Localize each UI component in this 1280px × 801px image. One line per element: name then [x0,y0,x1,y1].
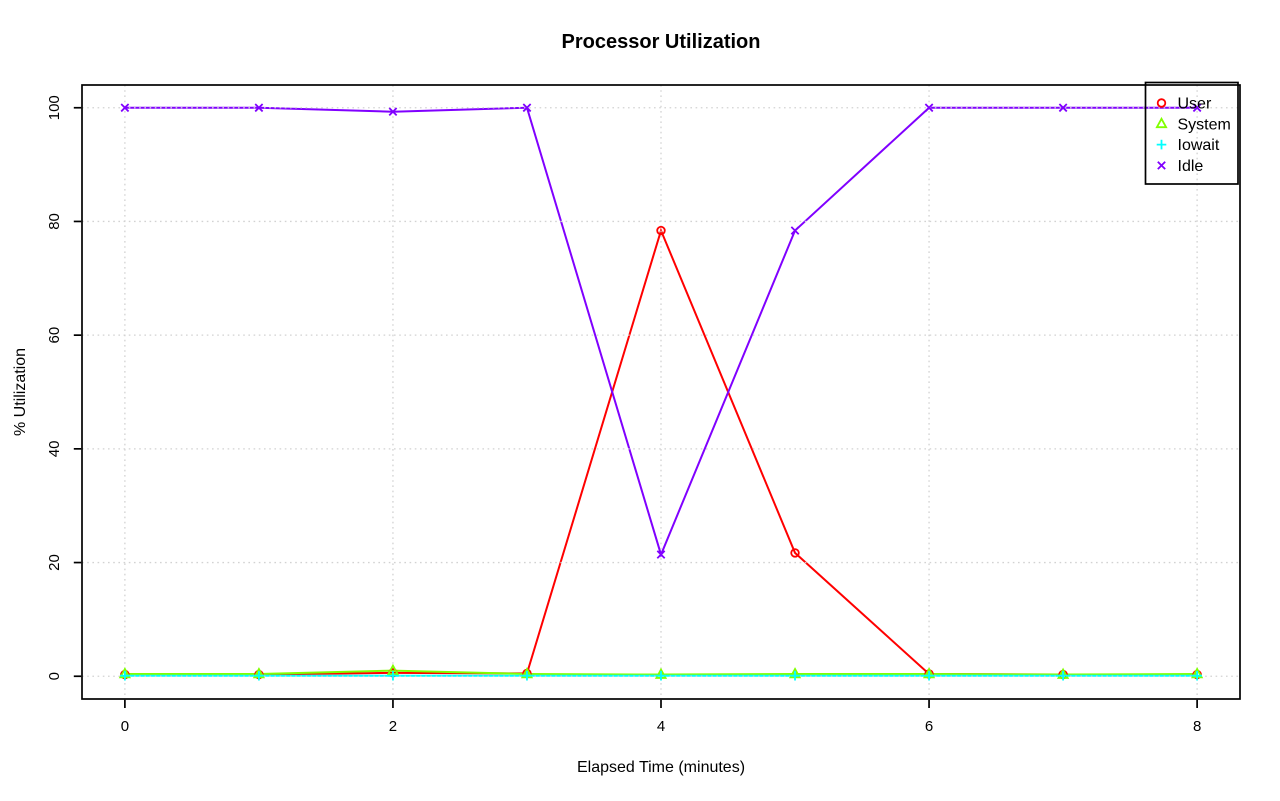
x-tick-label: 2 [389,718,397,735]
y-axis-label: % Utilization [12,348,29,436]
legend-marker-system [1155,116,1168,129]
x-tick-label: 4 [657,718,665,735]
marker-iowait [388,670,398,681]
y-tick-label: 40 [46,441,63,458]
y-tick-label: 60 [46,327,63,344]
x-axis-label: Elapsed Time (minutes) [577,759,745,776]
marker-user [656,225,666,236]
plot-border [81,84,1241,700]
marker-idle [120,103,130,113]
marker-iowait [120,670,130,681]
marker-idle [254,103,264,113]
marker-idle [522,103,532,113]
marker-iowait [790,670,800,681]
marker-idle [656,550,666,559]
legend-label-idle: Idle [1178,158,1204,175]
marker-idle [388,107,398,117]
marker-iowait [1058,670,1068,681]
legend-marker-iowait [1156,139,1167,150]
legend-marker-user [1156,98,1167,108]
marker-idle [1192,103,1202,113]
legend-label-user: User [1178,96,1212,113]
x-tick-label: 0 [121,718,129,735]
y-tick-label: 80 [46,213,63,230]
marker-idle [924,103,934,113]
legend-label-system: System [1178,116,1231,133]
marker-iowait [1192,670,1202,681]
legend-label-iowait: Iowait [1178,137,1220,154]
marker-user [790,548,800,558]
x-tick-label: 6 [925,718,933,735]
y-tick-label: 20 [46,554,63,571]
chart-title: Processor Utilization [562,31,761,53]
x-tick-label: 8 [1193,718,1201,735]
marker-iowait [924,670,934,681]
marker-iowait [656,670,666,681]
legend-box [1144,81,1239,185]
legend-marker-idle [1157,161,1166,170]
marker-idle [1058,103,1068,113]
marker-iowait [254,670,264,681]
marker-idle [790,226,800,235]
marker-iowait [522,670,532,681]
y-tick-label: 100 [46,95,63,120]
y-tick-label: 0 [46,672,63,680]
